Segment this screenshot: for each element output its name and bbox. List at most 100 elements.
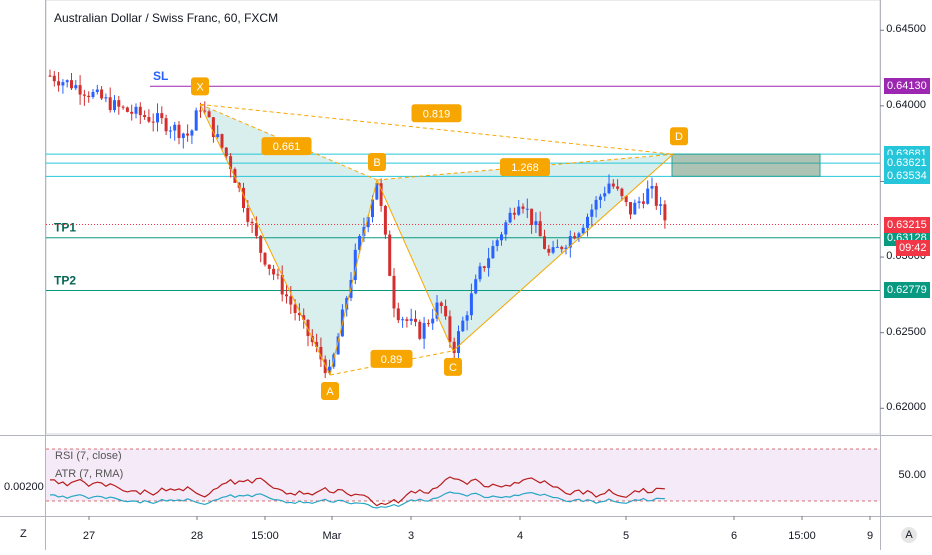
prz-zone-box (671, 153, 821, 177)
candle-body (315, 342, 319, 347)
time-tick-label: 15:00 (788, 530, 816, 542)
candle-body (259, 235, 263, 253)
level-price-tag: 0.64130 (884, 78, 930, 95)
pattern-xab-fill (200, 104, 377, 376)
time-tick-label: 15:00 (251, 530, 279, 542)
pattern-point-label: B (373, 157, 380, 169)
candle-body (125, 107, 129, 112)
pattern-leg-line (452, 153, 674, 352)
atr-legend: ATR (7, RMA) (55, 468, 124, 480)
candle-body (530, 208, 534, 226)
candle-body (388, 234, 392, 276)
candle-body (448, 316, 452, 342)
candle-body (439, 302, 443, 306)
candle-body (358, 235, 362, 250)
candle-body (560, 246, 564, 250)
level-label: TP2 (54, 273, 76, 287)
pattern-point-label: A (326, 386, 334, 398)
candle-body (181, 133, 185, 139)
auto-scale-button[interactable]: A (901, 527, 917, 543)
candle-body (194, 110, 198, 131)
candle-body (100, 89, 104, 99)
candle-body (461, 320, 465, 332)
candle-body (379, 183, 383, 206)
pattern-point-label: D (675, 131, 683, 143)
time-tick-label: 28 (190, 530, 204, 542)
candle-body (143, 115, 147, 118)
candle-body (422, 323, 426, 339)
candle-body (444, 305, 448, 317)
candle-body (177, 124, 181, 139)
candle-body (401, 319, 405, 321)
rsi-legend: RSI (7, close) (55, 450, 122, 462)
candle-body (521, 206, 525, 209)
candle-body (650, 186, 654, 189)
candle-body (302, 315, 306, 320)
candle-body (568, 236, 572, 248)
pattern-point-badge (444, 357, 462, 376)
candle-body (78, 85, 82, 95)
time-tick-label: 9 (866, 530, 874, 542)
candle-body (512, 212, 516, 215)
candle-body (272, 268, 276, 275)
candle-body (452, 341, 456, 354)
candle-body (478, 266, 482, 280)
level-label: TP1 (54, 221, 76, 235)
rsi-axis-tick: 50.00 (898, 469, 926, 481)
candle-body (607, 183, 611, 194)
candle-body (168, 130, 172, 132)
candle-body (95, 89, 99, 92)
candle-body (91, 91, 95, 98)
candle-body (276, 274, 280, 276)
candle-body (211, 117, 215, 138)
candle-body (392, 275, 396, 309)
candle-body (590, 209, 594, 217)
candle-body (216, 134, 220, 138)
price-tick-label: 0.62500 (886, 325, 926, 338)
candle-body (624, 196, 628, 203)
candle-body (65, 80, 69, 83)
ratio-label: 1.268 (511, 162, 539, 174)
level-label: SL (153, 69, 168, 83)
candle-body (547, 248, 551, 253)
candle-body (525, 208, 529, 210)
candle-body (250, 221, 254, 224)
candle-body (113, 100, 116, 111)
candle-body (134, 106, 138, 114)
timezone-button[interactable]: Z (20, 528, 27, 540)
candle-body (581, 227, 585, 234)
candle-body (70, 80, 73, 89)
pattern-bcd-fill (377, 154, 673, 351)
candle-body (543, 236, 546, 249)
candle-body (104, 97, 108, 99)
candle-body (594, 199, 598, 210)
candle-body (224, 147, 228, 157)
pattern-point-label: C (449, 362, 457, 374)
time-tick-label: Mar (322, 530, 342, 542)
pattern-xd-line (199, 103, 674, 155)
price-tick-label: 0.64000 (886, 98, 926, 111)
candle-body (328, 366, 331, 374)
level-price-tag: 0.62779 (884, 282, 930, 299)
candle-body (431, 318, 435, 324)
ratio-label: 0.89 (381, 354, 402, 366)
pattern-point-badge (670, 127, 688, 146)
candle-body (229, 156, 233, 170)
candle-body (297, 312, 301, 316)
candle-body (603, 193, 607, 197)
ratio-label: 0.661 (273, 141, 301, 153)
candle-body (641, 201, 645, 204)
pattern-point-badge (368, 152, 386, 171)
candle-body (130, 111, 134, 114)
candle-body (465, 315, 469, 321)
candle-body (57, 81, 61, 86)
candle-body (173, 124, 177, 131)
candle-body (457, 331, 460, 354)
candle-body (646, 188, 650, 204)
candle-body (633, 202, 637, 215)
rsi-line (49, 476, 665, 507)
candle-body (375, 183, 379, 200)
candle-body (61, 82, 65, 86)
candle-body (426, 323, 430, 325)
pattern-leg-line (329, 179, 378, 376)
